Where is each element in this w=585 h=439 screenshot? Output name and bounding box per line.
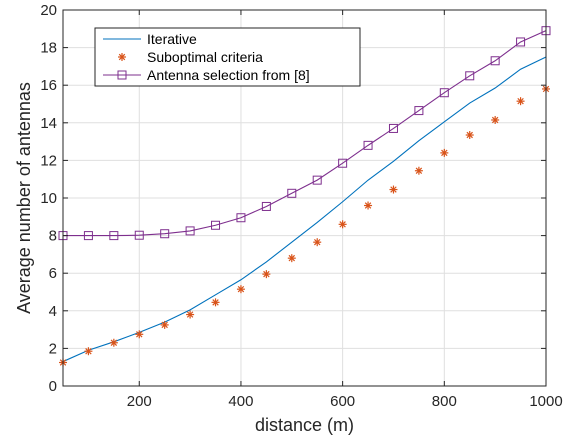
data-point <box>312 175 322 185</box>
asterisk-stroke <box>390 186 397 193</box>
legend-marker <box>117 70 127 80</box>
x-tick-label: 1000 <box>529 393 562 410</box>
data-point <box>109 231 119 241</box>
data-point <box>109 338 118 347</box>
data-point <box>84 347 93 356</box>
asterisk-stroke <box>441 149 448 157</box>
data-point <box>414 166 423 175</box>
data-point <box>490 56 500 66</box>
asterisk-stroke <box>118 53 126 61</box>
series-2 <box>59 84 550 367</box>
data-point <box>134 230 144 240</box>
asterisk-stroke <box>186 311 194 318</box>
series-3 <box>58 26 551 241</box>
asterisk-stroke <box>466 131 473 139</box>
y-tick-label: 14 <box>40 115 57 132</box>
legend-marker <box>118 53 126 61</box>
asterisk-stroke <box>364 202 372 209</box>
x-axis-label: distance (m) <box>255 415 354 435</box>
data-point <box>313 238 322 247</box>
y-axis-label: Average number of antennas <box>14 82 34 314</box>
data-point <box>363 140 373 150</box>
legend-label: Suboptimal criteria <box>147 49 263 65</box>
asterisk-stroke <box>110 339 118 346</box>
asterisk-stroke <box>212 299 219 306</box>
data-point <box>135 330 144 339</box>
y-tick-label: 6 <box>49 265 57 282</box>
y-tick-label: 16 <box>40 77 57 94</box>
y-tick-label: 12 <box>40 152 57 169</box>
data-point <box>160 229 170 239</box>
data-point <box>186 310 195 319</box>
asterisk-stroke <box>313 238 321 246</box>
plot-series <box>58 26 551 367</box>
data-point <box>388 123 398 133</box>
asterisk-stroke <box>491 116 499 124</box>
data-point <box>491 115 500 124</box>
data-point <box>338 158 348 168</box>
data-point <box>211 220 221 230</box>
legend-label: Antenna selection from [8] <box>147 67 310 83</box>
data-point <box>211 298 220 307</box>
asterisk-stroke <box>237 285 245 293</box>
data-point <box>236 213 246 223</box>
x-tick-label: 400 <box>228 393 253 410</box>
y-tick-label: 20 <box>40 2 57 19</box>
data-point <box>516 37 526 47</box>
y-tick-label: 10 <box>40 190 57 207</box>
asterisk-stroke <box>288 254 296 262</box>
series-line <box>62 56 547 363</box>
x-tick-label: 600 <box>330 393 355 410</box>
axis-ticks: 200 400 600 800 1000 0 2 4 6 8 10 12 14 16 18 20 <box>40 2 562 410</box>
data-point <box>287 188 297 198</box>
asterisk-stroke <box>161 321 168 329</box>
y-tick-label: 8 <box>49 228 57 245</box>
data-point <box>465 131 474 140</box>
data-point <box>262 270 271 279</box>
data-point <box>465 71 475 81</box>
legend-box <box>94 27 361 87</box>
asterisk-stroke <box>136 331 143 338</box>
asterisk-stroke <box>263 270 270 278</box>
y-tick-label: 4 <box>49 303 57 320</box>
data-point <box>338 220 347 229</box>
asterisk-stroke <box>517 97 524 105</box>
data-point <box>439 88 449 98</box>
asterisk-stroke <box>85 347 92 355</box>
x-tick-label: 800 <box>432 393 457 410</box>
y-tick-label: 0 <box>49 378 57 395</box>
data-point <box>440 148 449 157</box>
y-tick-label: 18 <box>40 40 57 57</box>
asterisk-stroke <box>415 167 423 174</box>
y-tick-label: 2 <box>49 340 57 357</box>
data-point <box>389 185 398 194</box>
series-1 <box>62 56 547 363</box>
data-point <box>83 231 93 241</box>
data-point <box>414 106 424 116</box>
data-point <box>236 285 245 294</box>
data-point <box>287 254 296 263</box>
asterisk-stroke <box>339 221 346 228</box>
data-point <box>160 320 169 329</box>
data-point <box>261 201 271 211</box>
legend-label: Iterative <box>147 31 197 47</box>
data-point <box>364 201 373 210</box>
legend: Iterative Suboptimal criteria Antenna sele… <box>94 27 361 87</box>
x-tick-label: 200 <box>127 393 152 410</box>
data-point <box>185 226 195 236</box>
data-point <box>516 97 525 106</box>
